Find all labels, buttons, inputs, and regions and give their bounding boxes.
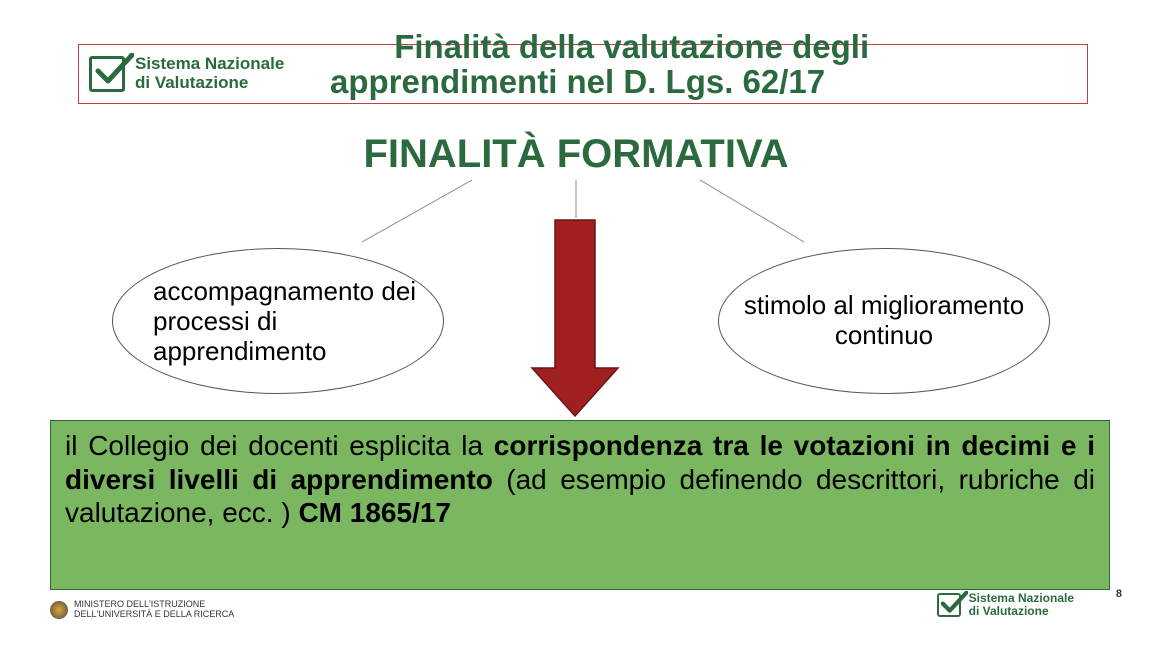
logo-line1: Sistema Nazionale bbox=[135, 54, 284, 73]
ellipse-left: accompagnamento dei processi di apprendi… bbox=[112, 248, 444, 394]
footer-right: Sistema Nazionale di Valutazione bbox=[937, 592, 1074, 618]
connector-left bbox=[360, 178, 480, 248]
footer-logo-line1: Sistema Nazionale bbox=[969, 591, 1074, 605]
footer-left-line2: DELL'UNIVERSITÀ E DELLA RICERCA bbox=[74, 609, 234, 619]
logo-line2: di Valutazione bbox=[135, 73, 248, 92]
footer-logo-text: Sistema Nazionale di Valutazione bbox=[969, 592, 1074, 618]
footer-left-text: MINISTERO DELL'ISTRUZIONE DELL'UNIVERSIT… bbox=[74, 600, 234, 620]
ellipse-right: stimolo al miglioramento continuo bbox=[718, 248, 1050, 394]
footer-left: MINISTERO DELL'ISTRUZIONE DELL'UNIVERSIT… bbox=[50, 600, 234, 620]
greenbox-bold2: CM 1865/17 bbox=[298, 497, 451, 528]
footer-left-line1: MINISTERO DELL'ISTRUZIONE bbox=[74, 599, 205, 609]
check-logo-icon bbox=[89, 56, 125, 92]
slide-title: Finalità della valutazione degli apprend… bbox=[330, 30, 1090, 99]
greenbox-pre: il Collegio dei docenti esplicita la bbox=[65, 430, 494, 461]
emblem-icon bbox=[50, 601, 68, 619]
ellipse-right-text: stimolo al miglioramento continuo bbox=[719, 291, 1049, 351]
logo-snv: Sistema Nazionale di Valutazione bbox=[79, 55, 284, 92]
check-logo-small-icon bbox=[937, 593, 961, 617]
title-line2: apprendimenti nel D. Lgs. 62/17 bbox=[330, 63, 825, 100]
page-number: 8 bbox=[1116, 588, 1122, 600]
title-line1: Finalità della valutazione degli bbox=[394, 28, 869, 65]
footer-logo-line2: di Valutazione bbox=[969, 604, 1049, 618]
ellipse-left-text: accompagnamento dei processi di apprendi… bbox=[153, 277, 423, 367]
connector-mid bbox=[570, 178, 582, 222]
connector-right bbox=[696, 178, 816, 248]
green-box: il Collegio dei docenti esplicita la cor… bbox=[50, 420, 1110, 590]
down-arrow bbox=[530, 218, 620, 420]
subhead: FINALITÀ FORMATIVA bbox=[0, 132, 1152, 177]
logo-text: Sistema Nazionale di Valutazione bbox=[135, 55, 284, 92]
